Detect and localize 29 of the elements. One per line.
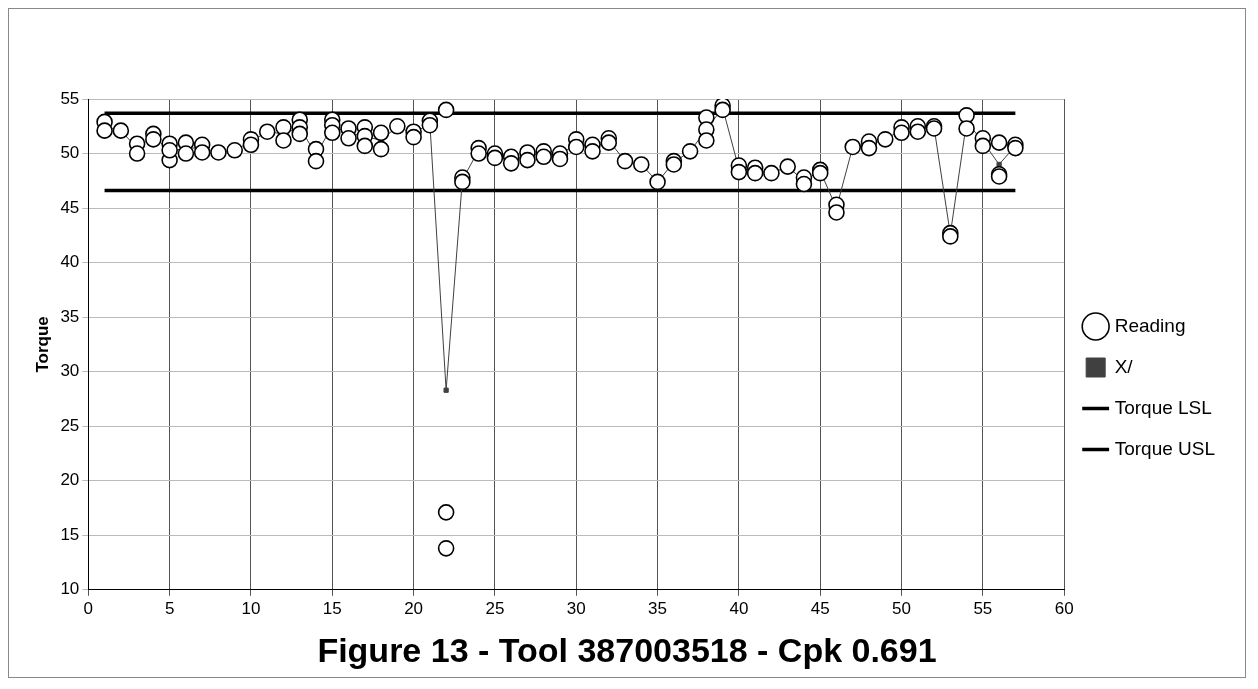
x-tick-label: 60 (1054, 598, 1074, 618)
y-tick-label: 35 (60, 306, 80, 326)
x-tick-label: 25 (485, 598, 505, 618)
y-tick-label: 20 (60, 470, 80, 490)
text: Figure 13 - Tool 387003518 - Cpk 0.691 (317, 630, 937, 669)
x-tick-label: 40 (729, 598, 749, 618)
legend-label: Reading (1114, 314, 1186, 336)
x-tick-label: 55 (973, 598, 993, 618)
x-tick-label: 35 (648, 598, 668, 618)
legend-label: X/ (1114, 355, 1134, 377)
y-tick-label: 50 (60, 143, 80, 163)
y-tick-label: 40 (60, 252, 80, 272)
legend-label: Torque LSL (1114, 396, 1212, 418)
y-tick-label: 10 (60, 579, 80, 599)
x-tick-label: 20 (404, 598, 424, 618)
y-tick-label: 25 (60, 415, 80, 435)
x-tick-label: 10 (241, 598, 261, 618)
x-tick-label: 5 (164, 598, 175, 618)
y-tick-label: 30 (60, 361, 80, 381)
x-tick-label: 30 (566, 598, 586, 618)
x-tick-label: 50 (892, 598, 911, 618)
y-tick-label: 55 (60, 88, 80, 108)
y-tick-label: 15 (60, 524, 80, 544)
y-tick-label: 45 (60, 197, 80, 217)
x-tick-label: 45 (810, 598, 830, 618)
legend-label: Torque USL (1114, 437, 1216, 459)
x-tick-label: 0 (83, 598, 94, 618)
y-axis-title: Torque (32, 316, 52, 373)
x-tick-label: 15 (322, 598, 342, 618)
